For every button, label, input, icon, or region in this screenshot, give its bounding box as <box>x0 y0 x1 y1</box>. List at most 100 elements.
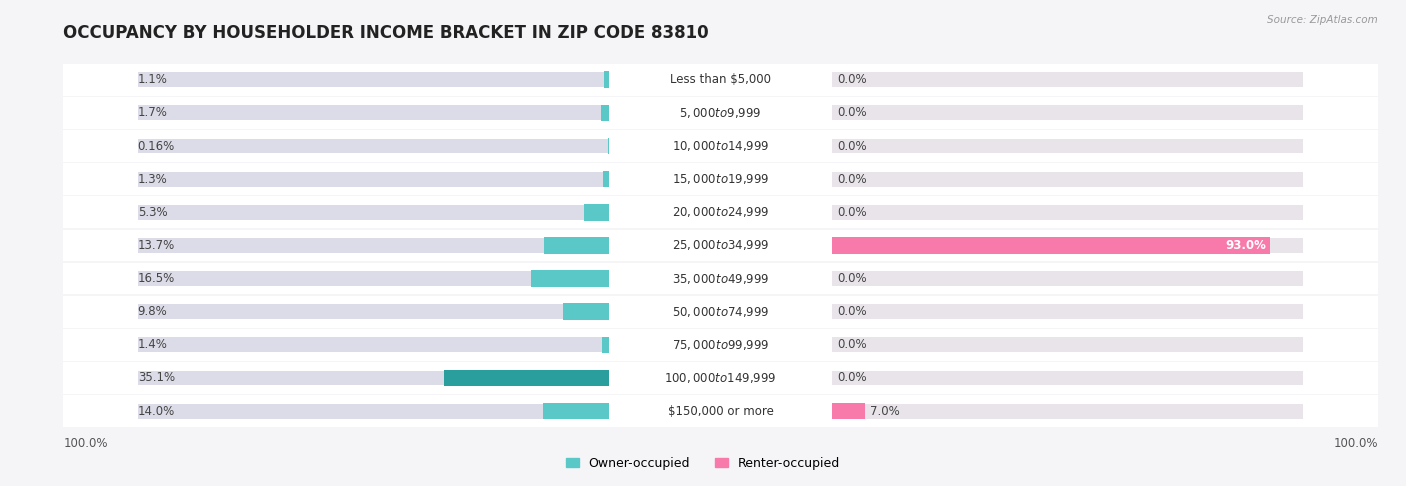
Bar <box>531 270 609 287</box>
Bar <box>609 196 832 228</box>
Bar <box>138 262 609 295</box>
Text: $150,000 or more: $150,000 or more <box>668 405 773 417</box>
Text: 9.8%: 9.8% <box>138 305 167 318</box>
Bar <box>138 130 609 162</box>
Text: 100.0%: 100.0% <box>1333 437 1378 451</box>
Bar <box>609 64 832 96</box>
Bar <box>1303 130 1378 162</box>
Bar <box>832 262 1303 295</box>
Bar <box>543 403 609 419</box>
Text: 0.0%: 0.0% <box>837 305 866 318</box>
Text: 1.7%: 1.7% <box>138 106 167 120</box>
Bar <box>138 362 609 394</box>
Text: $50,000 to $74,999: $50,000 to $74,999 <box>672 305 769 319</box>
Bar <box>1303 262 1378 295</box>
Bar <box>1303 196 1378 228</box>
Bar <box>832 229 1303 261</box>
Text: $5,000 to $9,999: $5,000 to $9,999 <box>679 106 762 120</box>
Bar <box>1303 97 1378 129</box>
Bar <box>63 130 138 162</box>
Bar <box>832 404 1303 418</box>
Bar <box>609 97 832 129</box>
Text: Less than $5,000: Less than $5,000 <box>671 73 770 86</box>
Bar <box>832 105 1303 121</box>
Bar <box>832 403 865 419</box>
Bar <box>1303 163 1378 195</box>
Text: 13.7%: 13.7% <box>138 239 174 252</box>
Text: 100.0%: 100.0% <box>63 437 108 451</box>
Bar <box>138 395 609 427</box>
Bar <box>832 237 1271 254</box>
Bar <box>832 64 1303 96</box>
Text: OCCUPANCY BY HOUSEHOLDER INCOME BRACKET IN ZIP CODE 83810: OCCUPANCY BY HOUSEHOLDER INCOME BRACKET … <box>63 24 709 42</box>
Bar <box>832 238 1303 253</box>
Bar <box>832 172 1303 187</box>
Bar <box>609 229 832 261</box>
Bar <box>832 163 1303 195</box>
Bar <box>63 196 138 228</box>
Bar <box>609 395 832 427</box>
Text: 0.0%: 0.0% <box>837 206 866 219</box>
Bar <box>138 304 609 319</box>
Bar <box>138 229 609 261</box>
Text: 0.16%: 0.16% <box>138 139 174 153</box>
Bar <box>603 171 609 188</box>
Bar <box>138 329 609 361</box>
Bar <box>63 362 138 394</box>
Bar <box>138 205 609 220</box>
Bar <box>832 130 1303 162</box>
Text: 7.0%: 7.0% <box>870 405 900 417</box>
Bar <box>1303 362 1378 394</box>
Text: $35,000 to $49,999: $35,000 to $49,999 <box>672 272 769 286</box>
Legend: Owner-occupied, Renter-occupied: Owner-occupied, Renter-occupied <box>561 452 845 475</box>
Bar <box>63 229 138 261</box>
Text: 35.1%: 35.1% <box>138 371 174 384</box>
Text: $15,000 to $19,999: $15,000 to $19,999 <box>672 172 769 186</box>
Text: 0.0%: 0.0% <box>837 106 866 120</box>
Bar <box>602 336 609 353</box>
Bar <box>63 64 138 96</box>
Text: 0.0%: 0.0% <box>837 371 866 384</box>
Text: 1.3%: 1.3% <box>138 173 167 186</box>
Bar <box>63 296 138 328</box>
Bar <box>583 204 609 221</box>
Bar <box>832 296 1303 328</box>
Text: 1.4%: 1.4% <box>138 338 167 351</box>
Bar <box>1303 329 1378 361</box>
Bar <box>562 303 609 320</box>
Bar <box>600 104 609 121</box>
Bar <box>138 72 609 87</box>
Text: $10,000 to $14,999: $10,000 to $14,999 <box>672 139 769 153</box>
Bar <box>832 362 1303 394</box>
Bar <box>609 163 832 195</box>
Bar <box>609 262 832 295</box>
Text: 0.0%: 0.0% <box>837 272 866 285</box>
Bar <box>138 404 609 418</box>
Bar <box>63 329 138 361</box>
Bar <box>832 205 1303 220</box>
Bar <box>138 370 609 385</box>
Bar <box>832 337 1303 352</box>
Bar <box>1303 296 1378 328</box>
Bar <box>138 172 609 187</box>
Bar <box>609 362 832 394</box>
Bar <box>138 296 609 328</box>
Bar <box>138 64 609 96</box>
Bar <box>609 296 832 328</box>
Bar <box>603 71 609 88</box>
Text: 5.3%: 5.3% <box>138 206 167 219</box>
Text: $25,000 to $34,999: $25,000 to $34,999 <box>672 239 769 252</box>
Bar <box>609 329 832 361</box>
Bar <box>832 329 1303 361</box>
Bar <box>609 130 832 162</box>
Text: 16.5%: 16.5% <box>138 272 174 285</box>
Bar <box>832 97 1303 129</box>
Text: $100,000 to $149,999: $100,000 to $149,999 <box>665 371 776 385</box>
Bar <box>138 163 609 195</box>
Text: 0.0%: 0.0% <box>837 73 866 86</box>
Bar <box>832 370 1303 385</box>
Text: 93.0%: 93.0% <box>1225 239 1265 252</box>
Bar <box>63 395 138 427</box>
Bar <box>138 337 609 352</box>
Bar <box>832 304 1303 319</box>
